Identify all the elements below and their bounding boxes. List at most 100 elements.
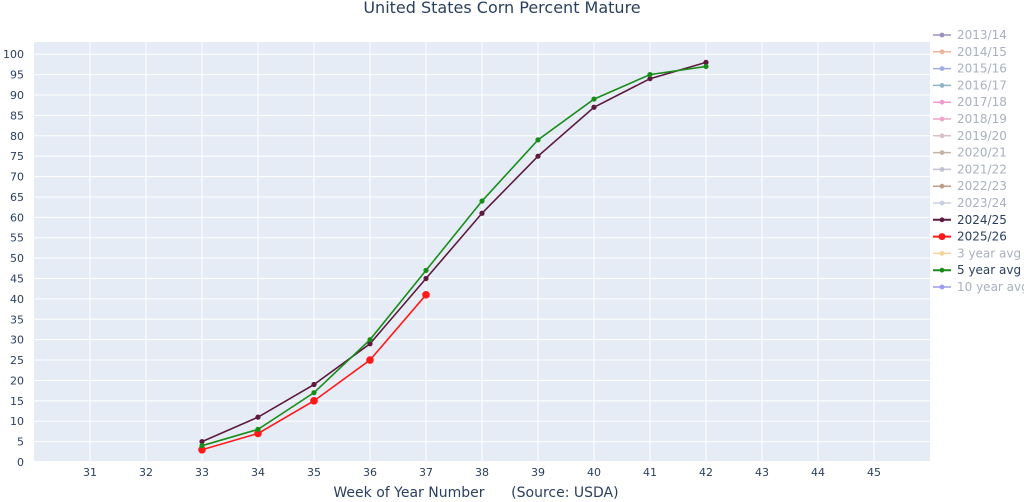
data-point	[255, 426, 261, 432]
legend-label: 2023/24	[957, 196, 1007, 210]
y-tick-label: 15	[10, 395, 24, 408]
legend-item[interactable]: 2018/19	[933, 112, 1007, 126]
legend-item[interactable]: 2016/17	[933, 78, 1007, 92]
data-point	[703, 63, 709, 70]
y-axis-ticks: 0 5 10 15 20 25 30 35 40 45 50 55 60 65 70 75 80 85 90 95 10…	[3, 48, 24, 469]
y-tick-label: 85	[10, 109, 24, 122]
x-tick-label: 31	[83, 466, 97, 479]
y-tick-label: 5	[17, 436, 24, 449]
legend-label: 10 year avg	[957, 280, 1024, 294]
legend-item[interactable]: 2017/18	[933, 95, 1007, 109]
legend-label: 2018/19	[957, 112, 1007, 126]
legend-swatch-marker	[939, 150, 945, 156]
data-point	[366, 356, 374, 364]
x-tick-label: 40	[587, 466, 601, 479]
legend-swatch-marker	[939, 66, 945, 71]
legend-swatch-marker	[939, 49, 945, 55]
y-tick-label: 35	[10, 313, 24, 326]
y-tick-label: 0	[17, 456, 24, 469]
legend-item[interactable]: 2024/25	[933, 213, 1007, 227]
legend-swatch-marker	[939, 167, 945, 172]
y-tick-label: 50	[10, 252, 24, 265]
series-layer	[198, 59, 709, 454]
series-5-year-avg	[199, 63, 709, 449]
legend-item[interactable]: 2019/20	[933, 129, 1007, 143]
data-point	[367, 341, 373, 347]
data-point	[535, 153, 541, 159]
data-point	[311, 390, 317, 396]
legend-label: 5 year avg	[957, 263, 1021, 277]
legend-label: 2025/26	[957, 230, 1007, 244]
x-tick-label: 35	[307, 466, 321, 479]
y-tick-label: 95	[10, 69, 24, 82]
data-point	[254, 429, 262, 438]
y-tick-label: 70	[10, 171, 24, 184]
legend-item[interactable]: 5 year avg	[933, 263, 1021, 277]
x-tick-label: 45	[867, 466, 881, 479]
data-point	[647, 72, 653, 78]
data-point	[198, 445, 206, 454]
data-point	[479, 210, 485, 216]
legend-swatch-marker	[939, 116, 945, 122]
data-point	[423, 275, 429, 282]
legend[interactable]: 2013/14 2014/15 2015/16 2016/17 2017/18 2018/…	[933, 28, 1024, 294]
y-tick-label: 40	[10, 293, 24, 306]
y-tick-label: 20	[10, 374, 24, 387]
data-point	[647, 76, 653, 82]
x-tick-label: 37	[419, 466, 433, 479]
x-tick-label: 44	[811, 466, 825, 479]
data-point	[591, 104, 597, 110]
x-tick-label: 36	[363, 466, 377, 479]
y-tick-label: 30	[10, 334, 24, 347]
legend-swatch-marker	[939, 183, 945, 189]
y-tick-label: 80	[10, 130, 24, 143]
legend-swatch-marker	[939, 217, 945, 223]
legend-item[interactable]: 2020/21	[933, 146, 1007, 160]
series-2025-26	[198, 291, 430, 454]
data-point	[535, 137, 541, 143]
legend-item[interactable]: 2014/15	[933, 45, 1007, 59]
legend-item[interactable]: 2023/24	[933, 196, 1007, 210]
legend-label: 2021/22	[957, 162, 1007, 176]
x-tick-label: 32	[139, 466, 153, 479]
series-line-2024-25	[201, 61, 707, 443]
legend-item[interactable]: 2013/14	[933, 28, 1007, 42]
legend-item[interactable]: 10 year avg	[933, 280, 1024, 294]
legend-label: 2020/21	[957, 146, 1007, 160]
legend-item[interactable]: 3 year avg	[933, 246, 1021, 260]
legend-label: 2016/17	[957, 78, 1007, 92]
legend-swatch-marker	[939, 99, 945, 105]
legend-item[interactable]: 2015/16	[933, 62, 1007, 76]
y-tick-label: 75	[10, 150, 24, 163]
x-tick-label: 42	[699, 466, 713, 479]
data-point	[422, 291, 430, 299]
legend-swatch-marker	[939, 284, 945, 290]
legend-swatch-marker	[939, 251, 945, 256]
data-point	[255, 414, 261, 420]
legend-swatch-marker	[938, 233, 946, 241]
x-axis-ticks: 31 32 33 34 35 36 37 38 39 40 41 42 43 44 45	[83, 466, 881, 479]
legend-label: 2014/15	[957, 45, 1007, 59]
legend-label: 3 year avg	[957, 246, 1021, 260]
legend-swatch-marker	[939, 32, 945, 38]
legend-label: 2015/16	[957, 62, 1007, 76]
y-tick-label: 45	[10, 273, 24, 286]
data-point	[310, 397, 318, 405]
gridlines	[34, 42, 930, 463]
x-tick-label: 39	[531, 466, 545, 479]
legend-item[interactable]: 2021/22	[933, 162, 1007, 176]
legend-swatch-marker	[939, 83, 945, 88]
legend-label: 2013/14	[957, 28, 1007, 42]
legend-swatch-marker	[939, 200, 945, 206]
legend-label: 2017/18	[957, 95, 1007, 109]
data-point	[423, 267, 429, 273]
data-point	[199, 439, 205, 445]
legend-label: 2019/20	[957, 129, 1007, 143]
data-point	[311, 381, 317, 388]
y-tick-label: 90	[10, 89, 24, 102]
x-tick-label: 43	[755, 466, 769, 479]
legend-item[interactable]: 2025/26	[933, 230, 1007, 244]
y-tick-label: 65	[10, 191, 24, 204]
legend-item[interactable]: 2022/23	[933, 179, 1007, 193]
